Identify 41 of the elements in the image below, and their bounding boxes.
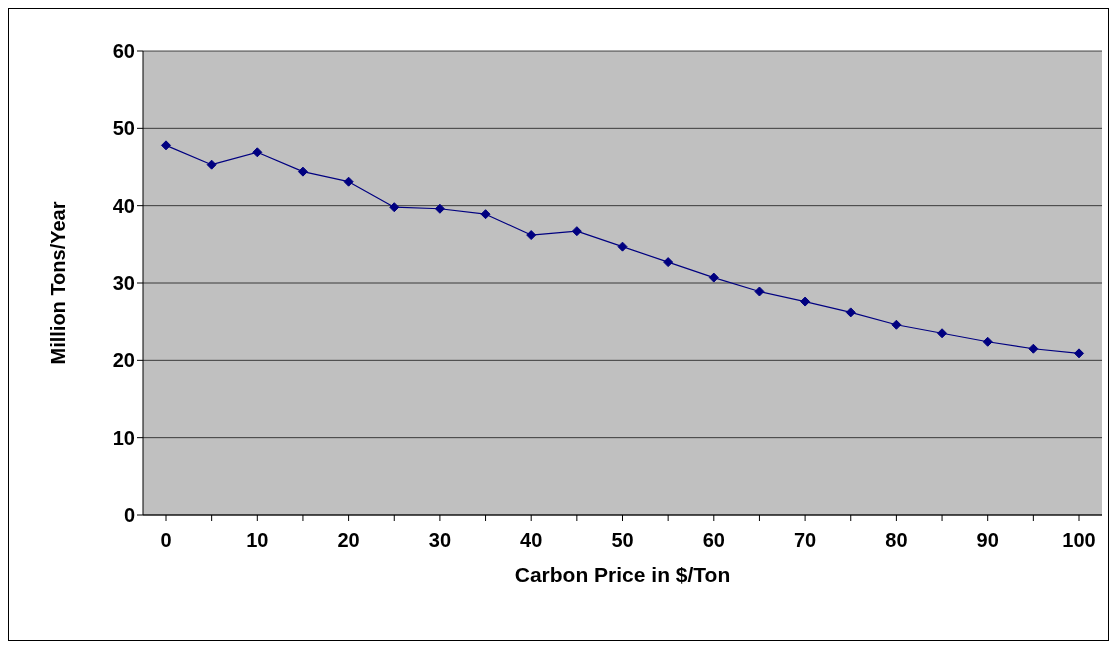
point	[800, 296, 811, 307]
x-tick-label: 60	[702, 529, 725, 552]
y-tick-label: 40	[112, 194, 135, 217]
point	[161, 140, 171, 151]
x-axis-title: Carbon Price in $/Ton	[514, 563, 731, 586]
y-tick-label: 0	[123, 504, 135, 527]
point	[434, 203, 445, 214]
x-tick-label: 80	[885, 529, 908, 552]
point	[297, 166, 308, 177]
point	[891, 319, 902, 330]
point	[708, 272, 719, 283]
y-tick-label: 60	[112, 40, 135, 63]
point	[1028, 343, 1039, 354]
point	[480, 209, 491, 220]
point	[754, 286, 765, 297]
point	[343, 176, 354, 187]
point	[206, 159, 217, 170]
point	[982, 336, 993, 347]
point	[252, 147, 263, 158]
x-tick-label: 100	[1062, 529, 1096, 552]
x-tick-label: 10	[246, 529, 269, 552]
x-tick-label: 50	[611, 529, 634, 552]
y-tick-label: 50	[112, 117, 135, 140]
point	[937, 328, 948, 339]
y-tick-label: 30	[112, 272, 135, 295]
x-tick-label: 0	[160, 529, 172, 552]
point	[617, 241, 628, 252]
y-tick-label: 20	[112, 349, 135, 372]
point	[571, 226, 582, 237]
point	[845, 307, 856, 318]
x-tick-label: 70	[793, 529, 817, 552]
y-tick-label: 10	[112, 426, 135, 449]
point	[663, 257, 674, 268]
y-axis-title: Million Tons/Year	[47, 201, 70, 365]
x-tick-label: 40	[520, 529, 543, 552]
x-tick-label: 20	[337, 529, 360, 552]
point	[526, 230, 537, 241]
point	[389, 202, 400, 213]
point	[1074, 348, 1084, 359]
x-tick-label: 90	[976, 529, 999, 552]
x-tick-label: 30	[428, 529, 452, 552]
